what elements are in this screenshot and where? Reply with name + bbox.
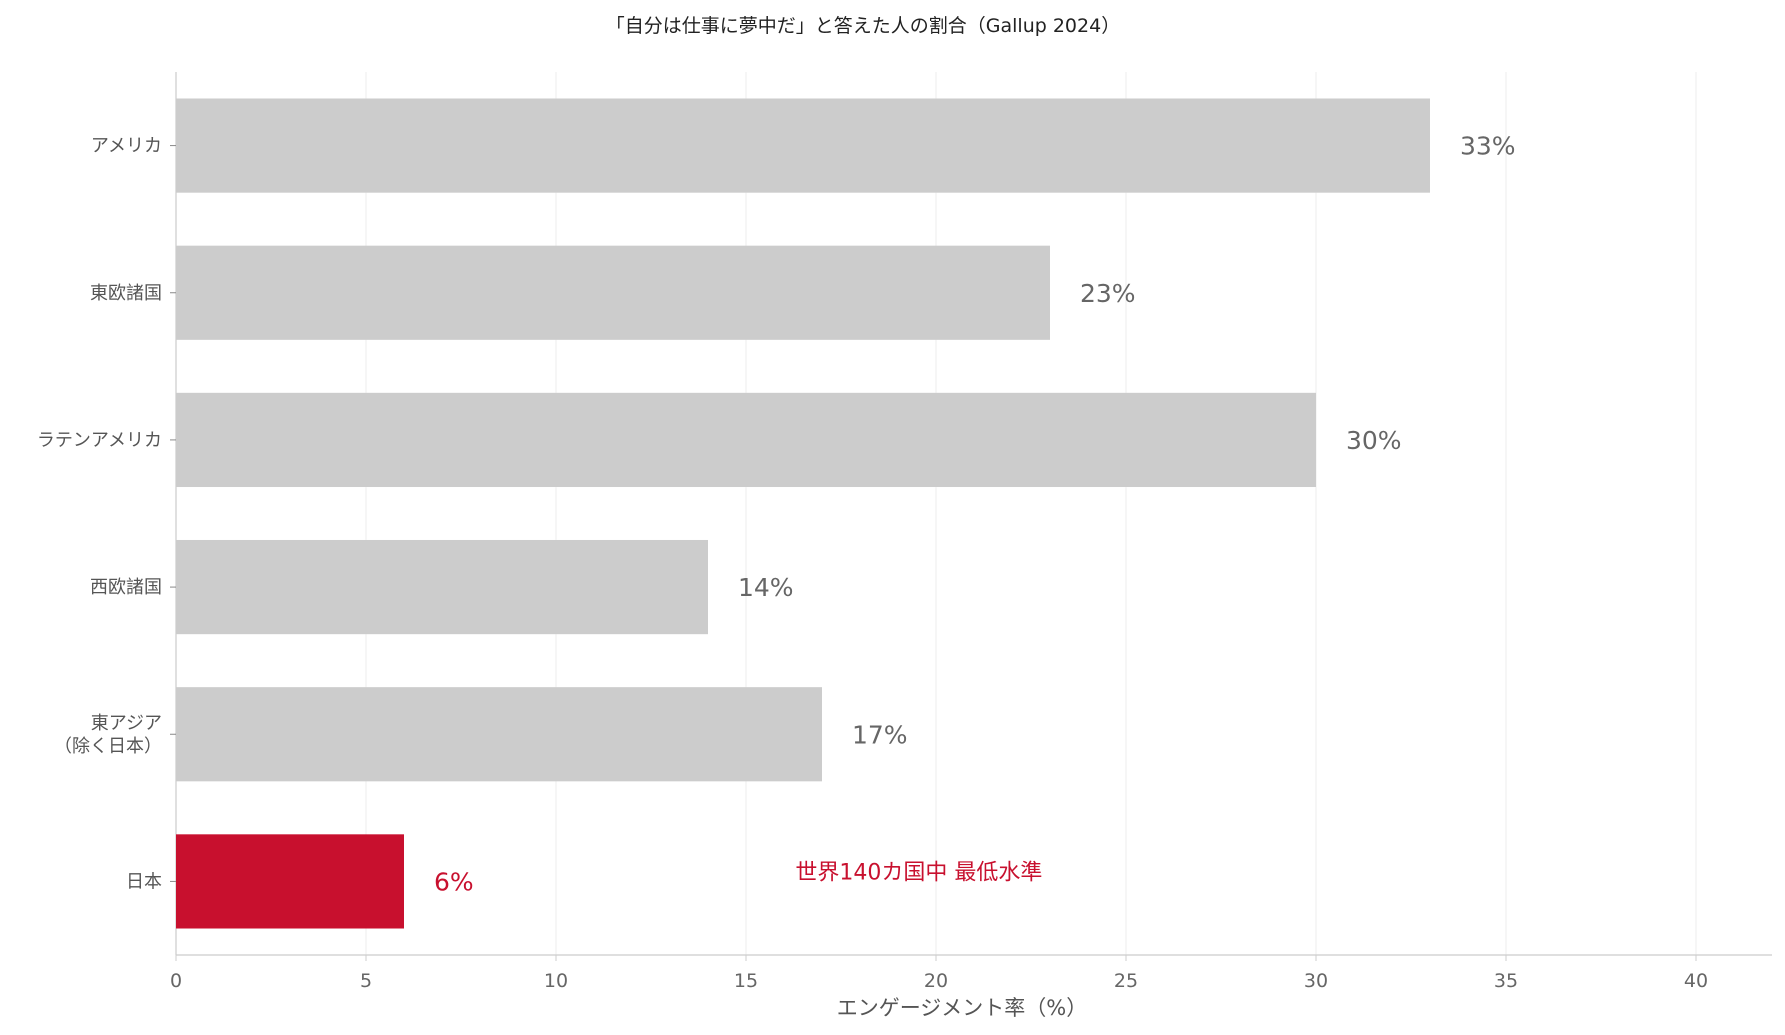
value-label: 33% <box>1460 132 1516 161</box>
x-tick-label: 0 <box>170 970 182 992</box>
bar <box>176 392 1316 488</box>
y-tick-label: 日本 <box>126 871 162 892</box>
grid-layer <box>365 72 1697 955</box>
y-tick-label: 西欧諸国 <box>90 577 162 598</box>
y-tick-label: ラテンアメリカ <box>37 430 162 451</box>
x-tick-label: 15 <box>734 970 758 992</box>
value-label: 30% <box>1346 426 1402 455</box>
x-axis-label: エンゲージメント率（%） <box>837 996 1088 1020</box>
y-tick-label: アメリカ <box>91 136 162 157</box>
bar <box>176 245 1050 340</box>
bar <box>176 687 822 782</box>
y-tick-label: 東欧諸国 <box>90 283 162 304</box>
x-tick-label: 10 <box>544 970 568 992</box>
x-tick-label: 35 <box>1494 970 1518 992</box>
x-tick-label: 20 <box>924 970 948 992</box>
axes-layer: 0 5 10 15 20 25 30 35 40 アメリカ東欧諸国ラテンアメリカ西欧諸国東アジア（… <box>37 72 1772 992</box>
bar <box>176 98 1430 193</box>
y-tick-label: 東アジア（除く日本） <box>54 713 162 757</box>
bar <box>176 539 708 635</box>
bars-layer <box>176 98 1430 929</box>
y-tick-label-line: アメリカ <box>91 136 162 157</box>
value-label: 17% <box>852 720 908 749</box>
chart-title: 「自分は仕事に夢中だ」と答えた人の割合（Gallup 2024） <box>606 15 1120 37</box>
y-tick-label-line: （除く日本） <box>54 736 162 757</box>
x-tick-label: 5 <box>360 970 372 992</box>
value-label: 14% <box>738 573 794 602</box>
bar <box>176 834 404 929</box>
value-label: 6% <box>434 867 474 896</box>
x-tick-label: 25 <box>1114 970 1138 992</box>
x-tick-label: 30 <box>1304 970 1328 992</box>
y-tick-label-line: ラテンアメリカ <box>37 430 162 451</box>
y-tick-label-line: 東欧諸国 <box>90 283 162 304</box>
value-label: 23% <box>1080 279 1136 308</box>
annotation-text: 世界140カ国中 最低水準 <box>795 860 1042 885</box>
labels-layer: 33% 23% 30% 14% 17% 6% 世界140カ国中 最低水準 <box>434 132 1516 897</box>
y-tick-label-line: 日本 <box>126 871 162 892</box>
x-tick-label: 40 <box>1684 970 1708 992</box>
y-tick-label-line: 東アジア <box>91 713 162 734</box>
y-tick-label-line: 西欧諸国 <box>90 577 162 598</box>
